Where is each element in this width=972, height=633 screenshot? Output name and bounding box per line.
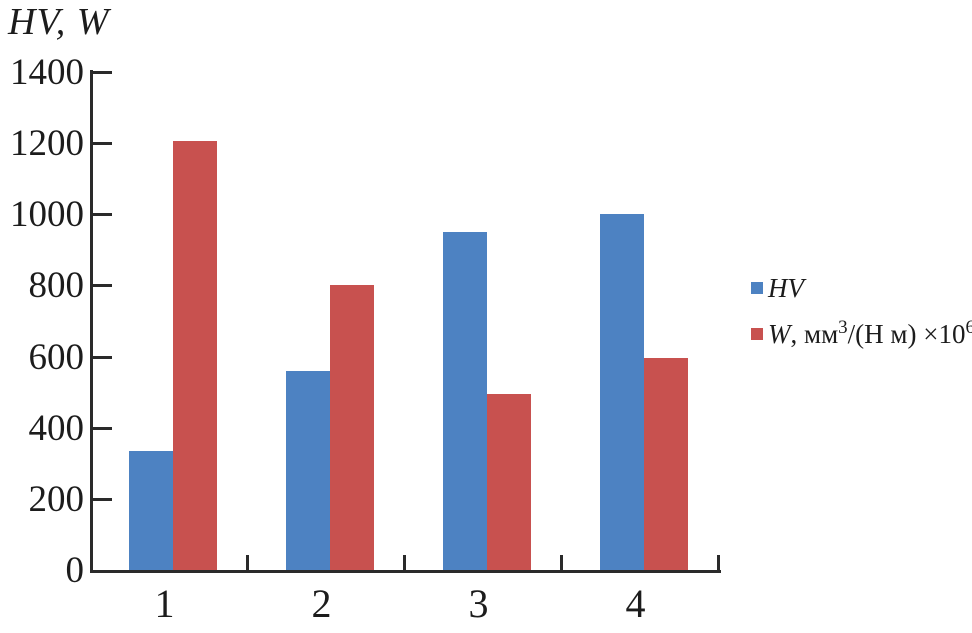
legend-item-hv: HV	[751, 268, 972, 308]
bar-hv-4	[599, 214, 644, 570]
y-tick-label-800: 800	[28, 265, 85, 307]
category-label-3: 3	[468, 581, 489, 626]
legend-item-w: W, мм3/(Н м) ×106	[751, 314, 972, 354]
chart-legend: HV W, мм3/(Н м) ×106	[751, 268, 972, 360]
x-tick-3	[560, 555, 563, 570]
y-tick-1200	[93, 142, 112, 146]
x-axis-line	[90, 570, 721, 573]
y-tick-label-1200: 1200	[10, 123, 84, 165]
bar-w-3	[486, 394, 531, 570]
bar-w-2	[329, 285, 374, 570]
y-axis-line	[90, 70, 93, 573]
x-tick-1	[246, 555, 249, 570]
bar-hv-2	[285, 371, 330, 570]
bar-w-1	[172, 141, 217, 570]
y-tick-200	[93, 497, 112, 501]
bar-hv-1	[128, 451, 173, 570]
y-tick-label-600: 600	[28, 336, 85, 378]
x-tick-2	[403, 555, 406, 570]
y-tick-800	[93, 284, 112, 288]
category-label-2: 2	[311, 581, 332, 626]
y-tick-1400	[93, 71, 112, 74]
legend-label: HV	[768, 272, 804, 303]
y-tick-1000	[93, 213, 112, 217]
legend-swatch-icon	[751, 328, 763, 340]
y-tick-label-200: 200	[28, 478, 85, 520]
y-tick-600	[93, 355, 112, 359]
bar-hv-3	[442, 232, 487, 570]
category-label-4: 4	[625, 581, 646, 626]
y-tick-400	[93, 426, 112, 430]
y-tick-label-1000: 1000	[10, 194, 84, 236]
category-label-1: 1	[154, 581, 175, 626]
legend-swatch-icon	[751, 282, 763, 294]
y-tick-label-0: 0	[65, 550, 85, 591]
bar-w-4	[643, 358, 688, 570]
legend-label: W, мм3/(Н м) ×106	[768, 316, 972, 349]
y-tick-label-1400: 1400	[10, 52, 84, 93]
y-tick-label-400: 400	[28, 407, 85, 449]
x-tick-4	[717, 555, 720, 570]
chart-title: HV, W	[8, 1, 110, 43]
